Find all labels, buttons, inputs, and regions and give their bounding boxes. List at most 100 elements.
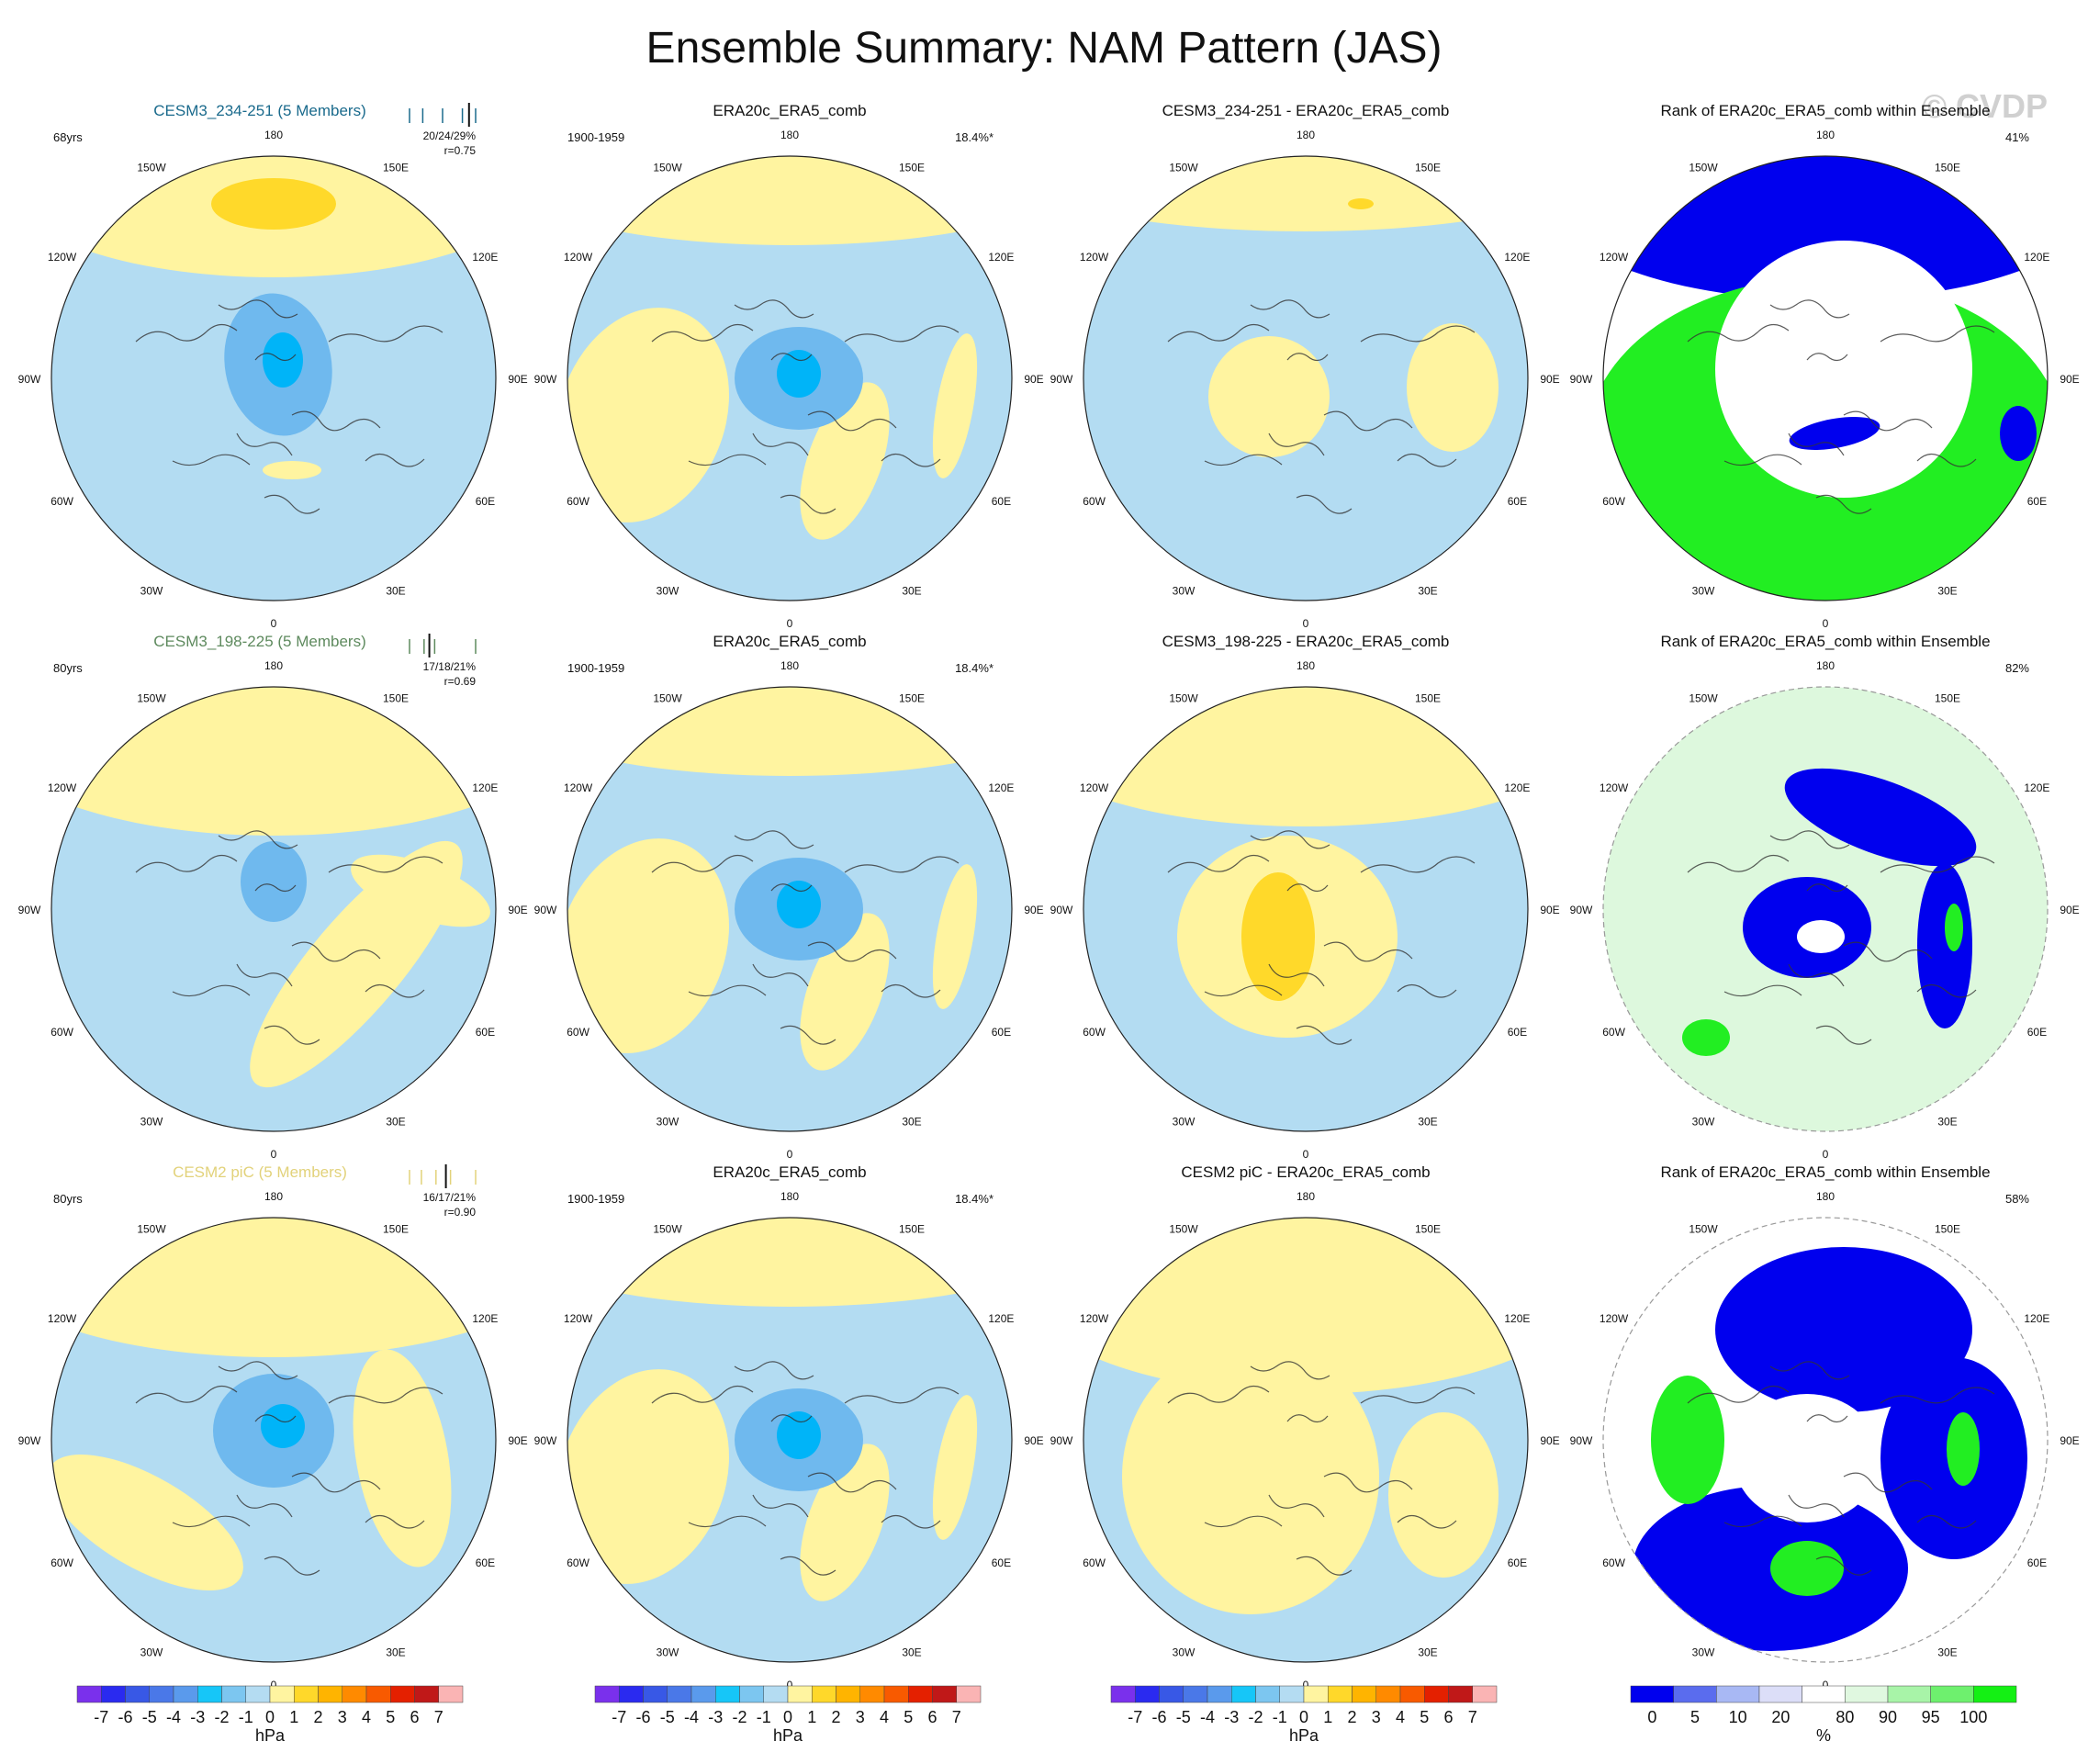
lon-label: 60W: [1602, 495, 1625, 508]
coastline: [1815, 1025, 1872, 1045]
colorbar-tick-label: 90: [1879, 1708, 1897, 1726]
field-contour: [777, 1411, 821, 1459]
coastline: [135, 323, 238, 343]
panel-title: ERA20c_ERA5_comb: [713, 1163, 866, 1181]
lon-label: 60E: [2027, 495, 2047, 508]
coastline: [1296, 1556, 1353, 1576]
coastline: [1916, 453, 1977, 467]
colorbar-swatch: [763, 1685, 789, 1703]
lon-label: 150E: [1935, 162, 1960, 174]
lon-label: 0: [787, 1679, 793, 1691]
coastline: [1723, 454, 1802, 466]
lon-label: 150E: [383, 1223, 409, 1236]
colorbar-tick-label: 0: [1299, 1708, 1308, 1726]
coastline: [1788, 1494, 1845, 1518]
colorbar-swatch: [1472, 1685, 1498, 1703]
lon-label: 90W: [1570, 1434, 1593, 1447]
coastline: [365, 983, 425, 998]
map-border: [567, 155, 1013, 601]
lon-label: 90E: [1024, 1434, 1043, 1447]
stats-label: 16/17/21%: [423, 1191, 477, 1204]
coastline: [651, 1385, 754, 1404]
colorbar-tick-label: -7: [1128, 1708, 1142, 1726]
lon-label: 60W: [567, 495, 589, 508]
map-border: [1083, 1217, 1529, 1663]
panel-title: CESM3_198-225 - ERA20c_ERA5_comb: [1162, 633, 1450, 650]
coastline: [1250, 1361, 1330, 1380]
colorbar-swatch: [643, 1685, 668, 1703]
lon-label: 60W: [1083, 1556, 1106, 1569]
coastline: [780, 1025, 836, 1045]
colorbar-tick-label: -4: [1200, 1708, 1215, 1726]
map-border: [1602, 686, 2049, 1132]
colorbar-tick-label: 10: [1729, 1708, 1747, 1726]
map-fields: [1682, 768, 1995, 1056]
colorbar-swatch: [294, 1685, 319, 1703]
field-contour: [241, 841, 307, 922]
coastline: [254, 353, 297, 362]
lon-label: 120W: [1080, 251, 1109, 264]
coastline: [1806, 1414, 1848, 1423]
pct-label: 58%: [2005, 1192, 2029, 1206]
colorbar-tick-label: -5: [1176, 1708, 1191, 1726]
colorbar-tick-label: 6: [410, 1708, 419, 1726]
lon-label: 150E: [383, 692, 409, 705]
coastline: [1167, 1385, 1270, 1404]
colorbar-tick-label: -2: [214, 1708, 229, 1726]
panel-title: CESM3_234-251 - ERA20c_ERA5_comb: [1162, 102, 1450, 119]
colorbar-swatch: [787, 1685, 813, 1703]
coastline: [291, 941, 381, 962]
coastline: [1286, 1414, 1329, 1423]
lon-label: 60E: [2027, 1556, 2047, 1569]
colorbar-tick-label: 0: [1647, 1708, 1656, 1726]
coastline: [1360, 1387, 1476, 1404]
coastline: [780, 1556, 836, 1576]
coastline: [1360, 325, 1476, 343]
colorbar-swatch: [883, 1685, 909, 1703]
field-contour: [2000, 406, 2037, 461]
coastline: [1397, 1514, 1457, 1529]
coastline: [1769, 299, 1850, 319]
colorbar-tick-label: -2: [1248, 1708, 1263, 1726]
coastline: [1250, 299, 1330, 319]
coastline: [135, 854, 238, 873]
lon-label: 180: [1297, 1190, 1315, 1203]
colorbar-swatch: [149, 1685, 174, 1703]
field-contour: [263, 461, 321, 479]
lon-label: 150E: [1415, 1223, 1441, 1236]
lon-label: 90E: [508, 1434, 527, 1447]
coastline: [1204, 454, 1283, 466]
map-fields: [1083, 1218, 1528, 1614]
panel-title: Rank of ERA20c_ERA5_comb within Ensemble: [1660, 633, 1990, 650]
colorbar-swatch: [1135, 1685, 1160, 1703]
years-label: 68yrs: [53, 130, 83, 144]
pct-label: 18.4%*: [955, 661, 993, 675]
coastline: [1769, 830, 1850, 849]
field-contour: [1083, 156, 1528, 231]
coastline: [752, 1494, 809, 1518]
colorbar-swatch: [1279, 1685, 1305, 1703]
map-border: [1083, 155, 1529, 601]
colorbar-tick-label: 1: [289, 1708, 298, 1726]
lon-label: 0: [271, 1679, 277, 1691]
colorbar-tick-label: -4: [684, 1708, 699, 1726]
lon-label: 0: [271, 1148, 277, 1161]
coastline: [1815, 494, 1872, 514]
lon-label: 180: [264, 659, 283, 672]
map-fields: [567, 156, 1012, 540]
lon-label: 120E: [988, 781, 1014, 794]
lon-label: 180: [1816, 129, 1835, 141]
coastline: [1323, 1472, 1413, 1493]
colorbar-swatch: [101, 1685, 126, 1703]
lon-label: 90W: [1050, 373, 1073, 386]
panel-title: ERA20c_ERA5_comb: [713, 633, 866, 650]
colorbar-tick-label: -2: [732, 1708, 747, 1726]
lon-label: 30W: [657, 1115, 679, 1128]
colorbar-swatch: [1183, 1685, 1208, 1703]
field-contour: [567, 687, 1012, 776]
ensemble-panel: CESM3_234-251 (5 Members) 68yrs 20/24/29% r…: [18, 102, 528, 630]
coastline: [264, 1025, 320, 1045]
colorbar-swatch: [245, 1685, 271, 1703]
coastline: [365, 1514, 425, 1529]
colorbar-tick-label: 20: [1771, 1708, 1790, 1726]
